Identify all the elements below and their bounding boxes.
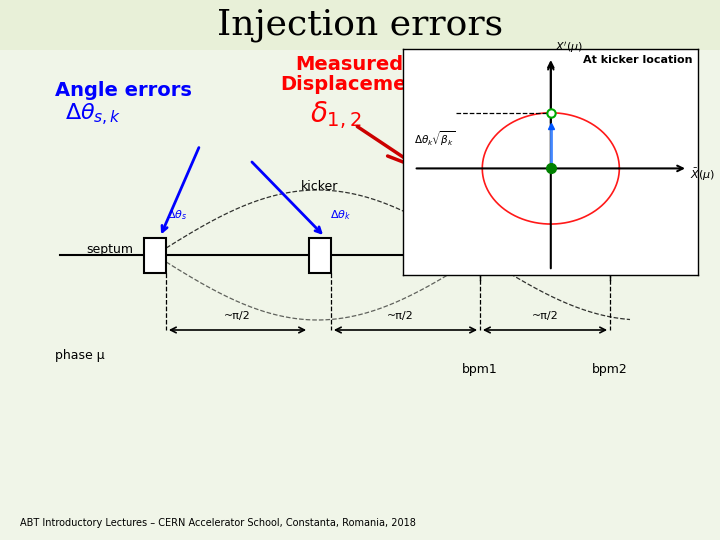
Text: $\delta_1$: $\delta_1$ [495, 202, 513, 222]
Bar [309, 238, 331, 273]
Text: phase μ: phase μ [55, 348, 104, 361]
Text: Angle errors: Angle errors [55, 80, 192, 99]
Text: ABT Introductory Lectures – CERN Accelerator School, Constanta, Romania, 2018: ABT Introductory Lectures – CERN Acceler… [20, 518, 416, 528]
Text: kicker: kicker [301, 180, 338, 193]
Text: $\delta_2$: $\delta_2$ [625, 220, 644, 240]
Text: bpm2: bpm2 [592, 363, 628, 376]
Text: bpm1: bpm1 [462, 363, 498, 376]
Text: $X'(\mu)$: $X'(\mu)$ [555, 40, 583, 55]
Bar [0, 0, 720, 50]
Bar [469, 238, 491, 273]
Text: Measured: Measured [295, 56, 403, 75]
Text: $\Delta\theta_k\sqrt{\beta_k}$: $\Delta\theta_k\sqrt{\beta_k}$ [414, 129, 455, 148]
Text: ~π/2: ~π/2 [387, 311, 413, 321]
Text: septum: septum [86, 244, 133, 256]
Text: At kicker location: At kicker location [583, 56, 693, 65]
Bar [599, 238, 621, 273]
Text: $\delta_{1,2}$: $\delta_{1,2}$ [310, 99, 361, 131]
Text: ~π/2: ~π/2 [224, 311, 251, 321]
Text: Displacements: Displacements [280, 76, 441, 94]
Text: $\bar{X}(\mu)$: $\bar{X}(\mu)$ [690, 167, 716, 183]
Text: $\Delta\theta_{k}$: $\Delta\theta_{k}$ [330, 208, 351, 222]
Text: $\Delta\theta_{s,k}$: $\Delta\theta_{s,k}$ [65, 102, 122, 128]
Text: $\Delta\theta_{s}$: $\Delta\theta_{s}$ [167, 208, 187, 222]
Text: ~π/2: ~π/2 [531, 311, 559, 321]
Bar [144, 238, 166, 273]
Text: Injection errors: Injection errors [217, 8, 503, 42]
